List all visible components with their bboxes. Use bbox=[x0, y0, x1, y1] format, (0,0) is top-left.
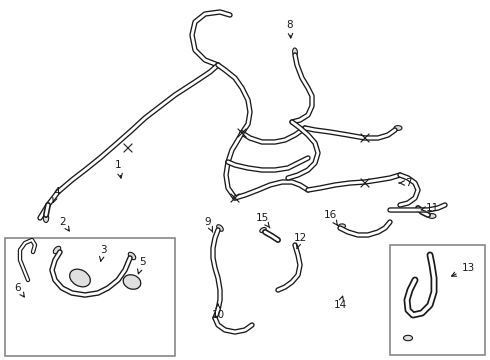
Ellipse shape bbox=[403, 335, 413, 341]
Text: 10: 10 bbox=[212, 304, 224, 320]
Text: 8: 8 bbox=[287, 20, 294, 38]
Text: 11: 11 bbox=[421, 203, 439, 213]
Ellipse shape bbox=[428, 213, 436, 219]
Ellipse shape bbox=[260, 228, 266, 233]
Text: 15: 15 bbox=[255, 213, 270, 228]
Ellipse shape bbox=[217, 225, 223, 231]
Ellipse shape bbox=[128, 252, 136, 260]
Text: 13: 13 bbox=[452, 263, 475, 276]
Text: 14: 14 bbox=[333, 296, 346, 310]
Ellipse shape bbox=[123, 275, 141, 289]
Text: 3: 3 bbox=[99, 245, 106, 261]
Text: 5: 5 bbox=[138, 257, 146, 274]
Text: 12: 12 bbox=[294, 233, 307, 249]
Ellipse shape bbox=[43, 213, 49, 222]
Ellipse shape bbox=[394, 126, 402, 130]
Text: 1: 1 bbox=[115, 160, 122, 178]
Text: 2: 2 bbox=[60, 217, 69, 231]
Text: 6: 6 bbox=[15, 283, 24, 297]
Bar bbox=[5, 238, 175, 356]
Ellipse shape bbox=[293, 48, 297, 56]
Text: 4: 4 bbox=[53, 187, 60, 203]
Bar bbox=[390, 245, 485, 355]
Text: 7: 7 bbox=[399, 178, 411, 188]
Text: 9: 9 bbox=[205, 217, 213, 232]
Ellipse shape bbox=[53, 246, 61, 254]
Ellipse shape bbox=[339, 224, 345, 228]
Text: 16: 16 bbox=[323, 210, 338, 225]
Ellipse shape bbox=[70, 269, 90, 287]
